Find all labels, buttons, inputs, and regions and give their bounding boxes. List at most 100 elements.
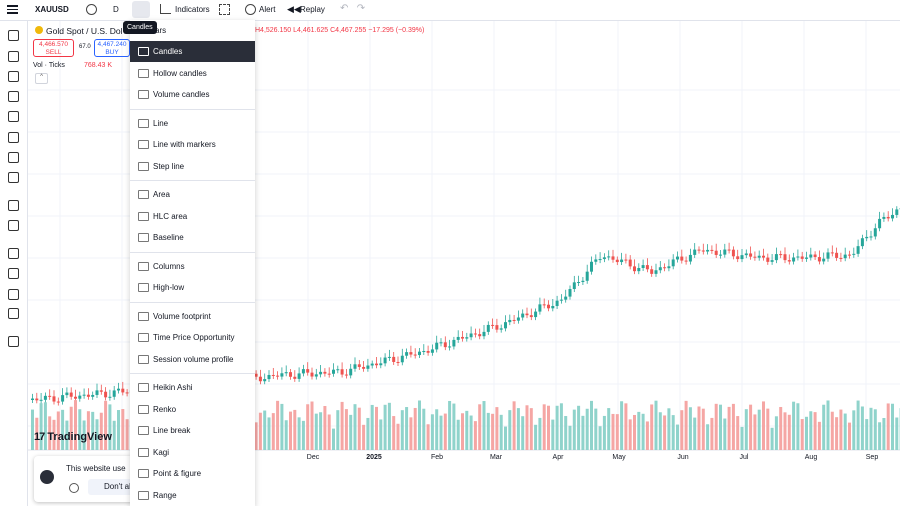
menu-item[interactable]: Kagi bbox=[130, 442, 255, 463]
tool-button[interactable] bbox=[8, 336, 19, 347]
menu-item[interactable]: ars bbox=[130, 20, 255, 41]
candle bbox=[826, 252, 830, 259]
indicators[interactable]: Indicators bbox=[175, 5, 210, 14]
menu-item-icon bbox=[138, 426, 149, 435]
menu-item[interactable]: Range bbox=[130, 485, 255, 506]
volume-bar bbox=[624, 403, 628, 450]
interval[interactable]: D bbox=[113, 5, 119, 14]
menu-item[interactable]: Columns bbox=[130, 256, 255, 277]
symbol-icon bbox=[35, 26, 43, 34]
menu-item[interactable]: HLC area bbox=[130, 206, 255, 227]
candle bbox=[615, 259, 619, 263]
volume-bar bbox=[839, 409, 843, 450]
volume-bar bbox=[620, 401, 624, 450]
volume-bar bbox=[91, 411, 95, 450]
volume-bar bbox=[108, 404, 112, 450]
cookie-settings[interactable] bbox=[69, 483, 79, 493]
tool-button[interactable] bbox=[8, 152, 19, 163]
volume-bar bbox=[409, 417, 413, 450]
candle bbox=[452, 339, 456, 347]
candle bbox=[555, 300, 559, 306]
volume-bar bbox=[61, 409, 65, 450]
candle bbox=[271, 374, 275, 376]
volume-bar bbox=[413, 407, 417, 450]
tool-button[interactable] bbox=[8, 51, 19, 62]
replay[interactable]: Replay bbox=[300, 5, 325, 14]
menu-item[interactable]: Point & figure bbox=[130, 463, 255, 484]
tool-button[interactable] bbox=[8, 220, 19, 231]
volume-bar bbox=[869, 407, 873, 450]
tool-button[interactable] bbox=[8, 71, 19, 82]
menu-button[interactable] bbox=[7, 5, 18, 14]
menu-item-label: Time Price Opportunity bbox=[153, 333, 235, 342]
candle bbox=[676, 256, 679, 260]
candle bbox=[757, 255, 761, 258]
collapse-button[interactable]: ^ bbox=[35, 73, 48, 84]
candle bbox=[736, 256, 740, 260]
candle bbox=[843, 254, 847, 259]
tool-button[interactable] bbox=[8, 172, 19, 183]
volume-bar bbox=[86, 411, 90, 450]
menu-item[interactable]: Volume candles bbox=[130, 84, 255, 105]
menu-item[interactable]: Line bbox=[130, 113, 255, 134]
volume-bar bbox=[301, 420, 305, 450]
menu-item[interactable]: Time Price Opportunity bbox=[130, 327, 255, 348]
menu-item-label: Columns bbox=[153, 261, 185, 271]
tool-button[interactable] bbox=[8, 91, 19, 102]
menu-item[interactable]: Renko bbox=[130, 399, 255, 420]
menu-item[interactable]: Session volume profile bbox=[130, 349, 255, 370]
volume-bar bbox=[349, 414, 353, 450]
menu-item[interactable]: Baseline bbox=[130, 227, 255, 248]
menu-item[interactable]: Hollow candles bbox=[130, 63, 255, 84]
buy-label: BUY bbox=[105, 49, 119, 56]
menu-item-label: Volume candles bbox=[153, 90, 210, 99]
alert[interactable]: Alert bbox=[259, 5, 276, 14]
tool-button[interactable] bbox=[8, 268, 19, 279]
menu-item[interactable]: Area bbox=[130, 184, 255, 205]
volume-bar bbox=[723, 418, 727, 450]
menu-item[interactable]: Step line bbox=[130, 156, 255, 177]
menu-item[interactable]: High-low bbox=[130, 277, 255, 298]
volume-bar bbox=[435, 409, 439, 450]
volume-bar bbox=[882, 417, 886, 450]
candle bbox=[65, 392, 69, 396]
candle bbox=[641, 265, 645, 268]
menu-item[interactable]: Heikin Ashi bbox=[130, 377, 255, 398]
tool-button[interactable] bbox=[8, 30, 19, 41]
cookie-button[interactable]: Don't al bbox=[88, 479, 134, 495]
candle bbox=[409, 352, 413, 355]
candle bbox=[787, 260, 791, 262]
candle bbox=[104, 391, 108, 398]
tool-button[interactable] bbox=[8, 308, 19, 319]
volume-bar bbox=[650, 404, 654, 450]
menu-item-label: Area bbox=[153, 190, 170, 199]
volume-bar bbox=[753, 414, 757, 450]
menu-item[interactable]: Line break bbox=[130, 420, 255, 441]
candle bbox=[301, 369, 305, 374]
menu-item[interactable]: Volume footprint bbox=[130, 306, 255, 327]
candle bbox=[439, 342, 443, 344]
chart-type-button[interactable] bbox=[132, 1, 150, 18]
volume-bar bbox=[813, 412, 817, 450]
volume-bar bbox=[482, 401, 486, 450]
candle bbox=[568, 289, 572, 297]
menu-item[interactable]: Line with markers bbox=[130, 134, 255, 155]
undo-redo[interactable]: ↶ ↷ bbox=[340, 3, 366, 14]
volume-bar bbox=[473, 421, 477, 450]
candle bbox=[783, 254, 787, 261]
candle bbox=[762, 255, 765, 258]
buy-button[interactable]: 4,467.240 BUY bbox=[94, 39, 130, 57]
tool-button[interactable] bbox=[8, 200, 19, 211]
symbol[interactable]: XAUUSD bbox=[35, 5, 69, 14]
candle bbox=[766, 257, 770, 262]
menu-item[interactable]: Candles bbox=[130, 41, 255, 62]
tool-button[interactable] bbox=[8, 248, 19, 259]
volume-bar bbox=[293, 409, 297, 450]
compare-button[interactable] bbox=[86, 4, 97, 15]
tool-button[interactable] bbox=[8, 289, 19, 300]
sell-button[interactable]: 4,466.570 SELL bbox=[33, 39, 74, 57]
tool-button[interactable] bbox=[8, 132, 19, 143]
tool-button[interactable] bbox=[8, 111, 19, 122]
templates-button[interactable] bbox=[219, 4, 230, 15]
volume-bar bbox=[387, 402, 391, 450]
